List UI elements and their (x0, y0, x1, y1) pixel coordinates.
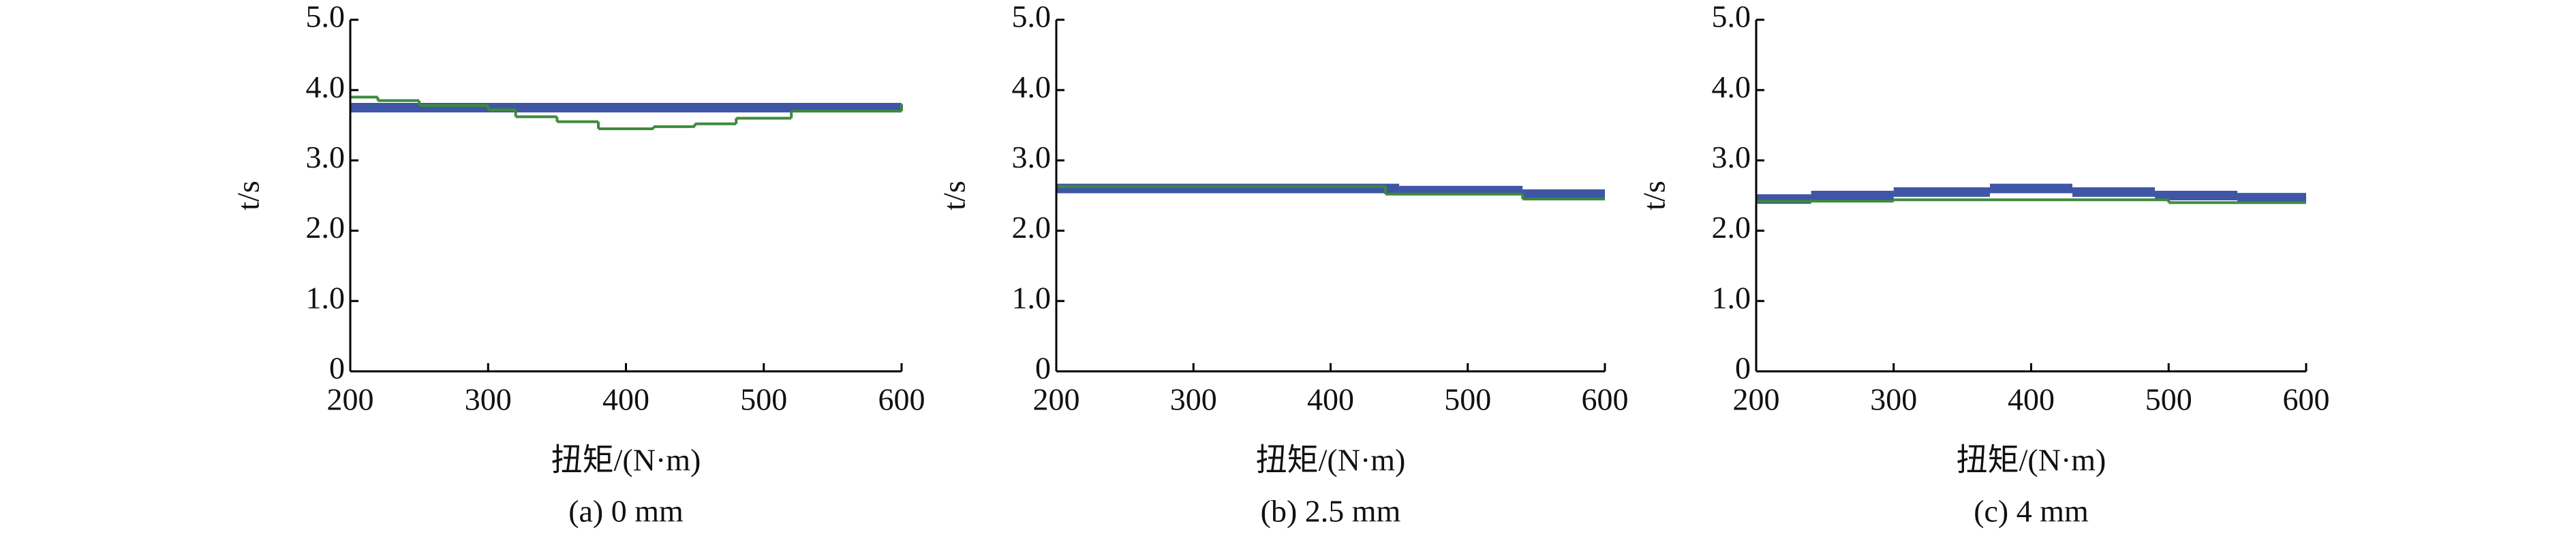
x-tick-label: 400 (602, 382, 649, 417)
y-tick-label: 2.0 (1012, 210, 1052, 245)
x-tick-label: 400 (2008, 382, 2055, 417)
caption: (a) 0 mm (568, 494, 684, 529)
y-tick-label: 1.0 (1012, 280, 1052, 315)
x-axis-label: 扭矩/(N·m) (1256, 443, 1406, 478)
plot (1756, 183, 2306, 204)
y-tick-label: 2.0 (306, 210, 346, 245)
y-axis-label: t/s (231, 181, 266, 210)
y-tick-label: 5.0 (1012, 0, 1052, 34)
plot (1056, 183, 1605, 201)
y-axis-label: t/s (1637, 181, 1672, 210)
x-tick-label: 300 (1870, 382, 1917, 417)
x-axis-label: 扭矩/(N·m) (1957, 443, 2106, 478)
y-tick-label: 4.0 (306, 69, 346, 104)
x-tick-label: 500 (1444, 382, 1491, 417)
x-tick-label: 600 (2283, 382, 2330, 417)
y-tick-label: 1.0 (1712, 280, 1751, 315)
x-tick-label: 600 (878, 382, 925, 417)
y-tick-label: 0 (1735, 351, 1751, 386)
x-tick-label: 300 (1170, 382, 1217, 417)
y-tick-label: 3.0 (1712, 140, 1751, 174)
x-tick-label: 200 (1033, 382, 1080, 417)
y-tick-label: 4.0 (1712, 69, 1751, 104)
y-tick-label: 5.0 (1712, 0, 1751, 34)
y-tick-label: 4.0 (1012, 69, 1052, 104)
y-tick-label: 1.0 (306, 280, 346, 315)
y-tick-label: 0 (1035, 351, 1051, 386)
x-tick-label: 600 (1582, 382, 1629, 417)
x-tick-label: 200 (327, 382, 374, 417)
plot (350, 95, 903, 130)
y-tick-label: 5.0 (306, 0, 346, 34)
x-tick-label: 400 (1307, 382, 1354, 417)
y-tick-label: 3.0 (1012, 140, 1052, 174)
y-tick-label: 3.0 (306, 140, 346, 174)
x-tick-label: 300 (465, 382, 512, 417)
x-tick-label: 500 (740, 382, 787, 417)
x-tick-label: 500 (2145, 382, 2192, 417)
caption: (b) 2.5 mm (1261, 494, 1401, 529)
y-tick-label: 0 (329, 351, 345, 386)
x-axis-label: 扭矩/(N·m) (551, 443, 701, 478)
y-tick-label: 2.0 (1712, 210, 1751, 245)
x-tick-label: 200 (1733, 382, 1780, 417)
y-axis-label: t/s (937, 181, 972, 210)
caption: (c) 4 mm (1974, 494, 2089, 529)
